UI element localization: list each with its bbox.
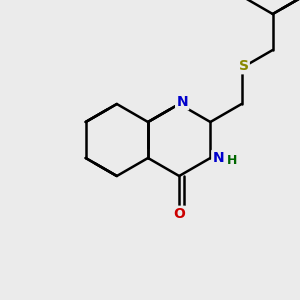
- Text: N: N: [176, 95, 188, 109]
- Text: O: O: [173, 207, 185, 221]
- Text: H: H: [227, 154, 238, 166]
- Text: N: N: [212, 151, 224, 165]
- Text: S: S: [238, 59, 248, 73]
